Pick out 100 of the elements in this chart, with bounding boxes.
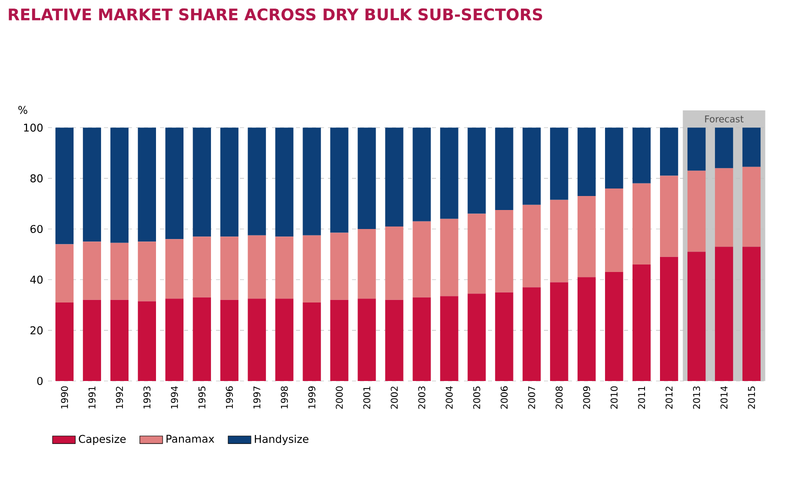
bar	[742, 246, 761, 381]
bar	[55, 128, 74, 244]
bar	[687, 128, 706, 171]
bar	[660, 128, 678, 176]
bar	[110, 242, 129, 300]
bar	[385, 300, 404, 381]
legend-label: Capesize	[78, 434, 126, 446]
bar	[385, 128, 404, 226]
y-tick-label: 80	[30, 174, 43, 182]
bar	[330, 300, 348, 381]
bar	[220, 300, 238, 381]
x-tick-label: 1994	[170, 386, 178, 408]
x-tick-label: 2011	[638, 386, 646, 409]
x-tick-label: 2010	[610, 386, 618, 409]
bar	[495, 210, 514, 292]
x-tick-label: 1995	[198, 386, 206, 408]
bar	[632, 183, 651, 264]
bar	[522, 204, 541, 288]
bar	[714, 128, 734, 168]
x-tick-label: 1996	[226, 386, 233, 408]
bar	[687, 170, 706, 252]
bar	[138, 301, 156, 381]
x-tick-label: 2001	[363, 386, 370, 409]
bar	[578, 128, 596, 196]
bar	[55, 244, 74, 302]
x-tick-label: 2005	[473, 386, 480, 409]
bar	[275, 128, 294, 237]
bar	[82, 242, 102, 300]
x-tick-label: 2006	[500, 386, 508, 409]
bar	[220, 128, 238, 237]
bar	[82, 128, 102, 242]
x-tick-label: 2003	[418, 386, 426, 409]
bar	[358, 128, 376, 229]
bar	[302, 128, 321, 236]
y-tick-label: 20	[30, 326, 43, 334]
bar	[412, 128, 431, 222]
bar	[55, 302, 74, 381]
bar	[714, 246, 734, 381]
bar	[578, 277, 596, 381]
bar	[138, 128, 156, 242]
bar	[192, 297, 211, 381]
bar	[358, 298, 376, 381]
bar	[330, 232, 348, 300]
bar	[495, 128, 514, 210]
bar	[550, 128, 568, 200]
bar	[412, 297, 431, 381]
bar	[248, 128, 266, 236]
bar	[165, 239, 184, 299]
bar	[660, 176, 678, 257]
y-tick-label: 40	[30, 276, 43, 284]
bar	[440, 218, 458, 296]
bar	[605, 272, 624, 381]
bar	[110, 300, 129, 381]
bar	[302, 235, 321, 302]
x-tick-label: 2013	[693, 386, 700, 409]
chart-title: RELATIVE MARKET SHARE ACROSS DRY BULK SUB-SECTORS	[8, 8, 542, 20]
bar	[110, 128, 129, 243]
bar	[522, 287, 541, 381]
x-tick-label: 1990	[60, 386, 68, 408]
x-tick-label: 2015	[748, 386, 756, 409]
bar	[605, 188, 624, 272]
x-tick-label: 2008	[556, 386, 563, 409]
bar	[275, 236, 294, 299]
bar	[632, 264, 651, 381]
bar	[742, 166, 761, 247]
bar	[302, 302, 321, 381]
bar	[632, 128, 651, 184]
x-tick-label: 1993	[143, 386, 150, 408]
bar	[275, 298, 294, 381]
bar	[687, 252, 706, 381]
bar	[248, 298, 266, 381]
bar	[192, 128, 211, 237]
x-tick-label: 1991	[88, 386, 96, 408]
bar	[578, 196, 596, 278]
bar	[138, 242, 156, 302]
bar	[495, 292, 514, 381]
bar	[440, 128, 458, 219]
bar	[660, 256, 678, 381]
x-tick-label: 2012	[666, 386, 673, 409]
x-tick-label: 1998	[280, 386, 288, 408]
x-tick-label: 2004	[446, 386, 453, 409]
bar	[385, 226, 404, 300]
bar	[550, 282, 568, 381]
bar	[522, 128, 541, 205]
bar	[468, 294, 486, 381]
bar	[165, 298, 184, 381]
bar	[220, 236, 238, 300]
x-tick-label: 1997	[253, 386, 260, 408]
x-tick-label: 1999	[308, 386, 316, 408]
x-tick-label: 2009	[583, 386, 590, 409]
bar	[440, 296, 458, 381]
bar	[412, 221, 431, 298]
bar	[468, 128, 486, 214]
y-axis-title: %	[18, 106, 28, 114]
x-tick-label: 2014	[720, 386, 728, 409]
legend-label: Handysize	[254, 434, 308, 446]
bar	[550, 200, 568, 282]
bar	[714, 168, 734, 247]
bar	[605, 128, 624, 188]
bar	[82, 300, 102, 381]
